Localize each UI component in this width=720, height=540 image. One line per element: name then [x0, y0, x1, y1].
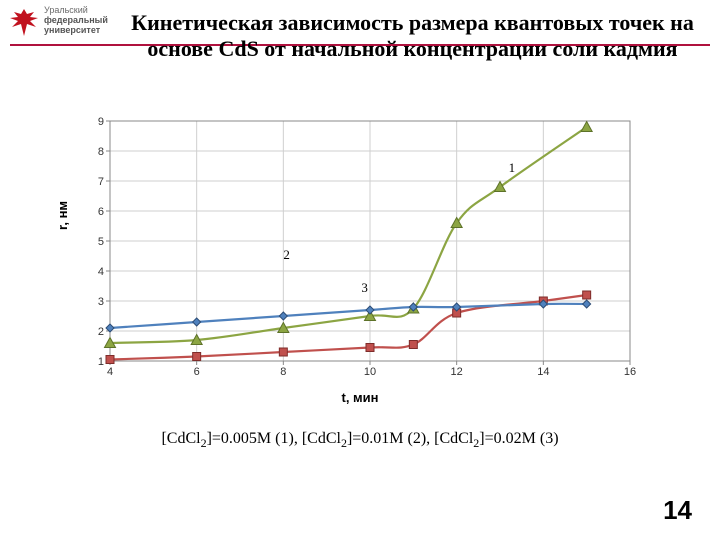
svg-text:9: 9 — [98, 116, 104, 128]
svg-text:6: 6 — [194, 366, 200, 378]
svg-text:2: 2 — [283, 247, 290, 262]
svg-text:5: 5 — [98, 236, 104, 248]
svg-text:3: 3 — [361, 280, 368, 295]
y-axis-label: r, нм — [55, 201, 70, 230]
logo-text: Уральский федеральный университет — [44, 6, 108, 36]
svg-text:16: 16 — [624, 366, 636, 378]
cap-1b: ]=0.005M (1), [CdCl — [207, 430, 341, 447]
svg-text:1: 1 — [509, 160, 515, 175]
svg-text:3: 3 — [98, 296, 104, 308]
university-logo: Уральский федеральный университет — [8, 6, 108, 40]
svg-text:4: 4 — [98, 266, 104, 278]
kinetics-chart: 46810121416123456789123 — [80, 115, 640, 385]
svg-text:8: 8 — [98, 146, 104, 158]
slide-title: Кинетическая зависимость размера квантов… — [115, 10, 710, 62]
cap-1d: ]=0.02M (3) — [479, 430, 558, 447]
slide: Уральский федеральный университет Кинети… — [0, 0, 720, 540]
cap-1a: [CdCl — [161, 430, 200, 447]
svg-text:7: 7 — [98, 176, 104, 188]
svg-text:4: 4 — [107, 366, 113, 378]
svg-text:10: 10 — [364, 366, 376, 378]
svg-text:2: 2 — [98, 326, 104, 338]
logo-line3: университет — [44, 26, 108, 36]
chart-caption: [CdCl2]=0.005M (1), [CdCl2]=0.01M (2), [… — [0, 430, 720, 451]
eagle-icon — [8, 6, 40, 38]
svg-text:8: 8 — [280, 366, 286, 378]
x-axis-label: t, мин — [80, 390, 640, 405]
cap-1c: ]=0.01M (2), [CdCl — [347, 430, 473, 447]
svg-text:12: 12 — [451, 366, 463, 378]
svg-text:14: 14 — [537, 366, 549, 378]
chart-svg: 46810121416123456789123 — [80, 115, 640, 385]
svg-text:6: 6 — [98, 206, 104, 218]
svg-text:1: 1 — [98, 356, 104, 368]
page-number: 14 — [663, 495, 692, 526]
